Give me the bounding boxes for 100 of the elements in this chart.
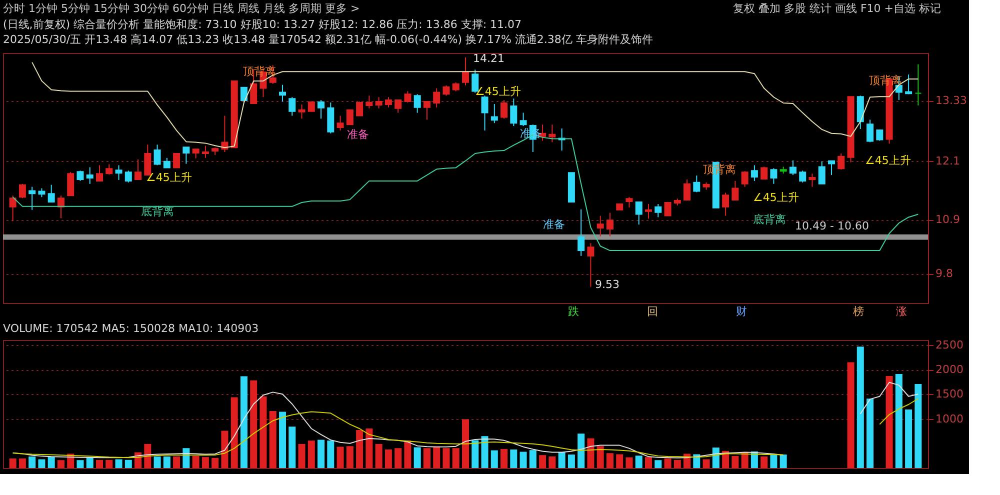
bar	[558, 452, 566, 468]
candlestick	[770, 168, 778, 184]
bar	[173, 456, 180, 468]
bar	[336, 446, 344, 468]
candlestick	[414, 94, 421, 114]
annotation: ∠45上升	[475, 85, 521, 98]
candlestick	[366, 95, 373, 109]
bar	[366, 428, 373, 468]
bar	[346, 446, 354, 468]
candlestick	[760, 166, 768, 180]
candlestick	[606, 212, 614, 237]
bar	[866, 398, 874, 468]
bar	[327, 440, 334, 468]
text: 财	[736, 305, 747, 318]
candlestick	[288, 96, 296, 116]
text: 榜	[853, 305, 864, 318]
bar	[664, 458, 672, 468]
bar	[57, 460, 64, 468]
candlestick	[384, 96, 392, 108]
bar	[548, 456, 556, 468]
candlestick	[308, 102, 315, 112]
bar	[895, 374, 902, 468]
candlestick	[578, 208, 585, 256]
candlestick	[28, 186, 36, 210]
bar	[279, 412, 286, 468]
bar	[269, 410, 276, 468]
candlestick	[182, 146, 190, 164]
bar	[115, 459, 122, 468]
candlestick	[394, 100, 402, 114]
bar	[356, 430, 364, 468]
candlestick	[154, 144, 161, 166]
bar	[568, 454, 575, 468]
annotation: 准备	[543, 218, 565, 231]
bar	[423, 448, 430, 468]
bar	[578, 434, 585, 468]
bar	[163, 456, 170, 468]
candlestick	[96, 164, 103, 182]
candlestick	[423, 101, 430, 120]
candlestick	[500, 100, 508, 120]
bar	[847, 362, 854, 468]
bar	[856, 346, 864, 468]
candlestick	[279, 84, 286, 102]
candlestick	[76, 170, 84, 182]
candlestick	[914, 64, 922, 106]
bar	[596, 446, 604, 468]
annotation: 14.21	[473, 52, 504, 65]
candlestick	[318, 100, 325, 120]
candlestick	[106, 164, 113, 176]
candlestick	[163, 157, 170, 168]
bar	[770, 454, 778, 468]
bar	[760, 456, 768, 468]
candlestick	[134, 158, 142, 180]
bar	[28, 456, 36, 468]
bar	[674, 460, 681, 468]
bar	[9, 458, 16, 468]
bar	[481, 436, 488, 468]
candlestick	[481, 95, 488, 131]
candlestick	[818, 160, 826, 184]
bar	[472, 440, 479, 468]
candlestick	[48, 184, 55, 203]
bar	[702, 459, 710, 468]
annotation: ∠45上升	[865, 154, 911, 167]
y-tick-label: 10.9	[936, 213, 960, 226]
bar	[635, 456, 642, 468]
candlestick	[115, 164, 122, 180]
bar	[616, 454, 624, 468]
bar	[230, 397, 238, 468]
text: 分时 1分钟 5分钟 15分钟 30分钟 60分钟 日线 周线 月线 多周期 更多 >	[3, 2, 360, 15]
candlestick	[645, 203, 652, 220]
bar	[510, 449, 518, 468]
y-tick-label: 12.1	[936, 154, 960, 168]
bar	[124, 460, 132, 468]
text: 涨	[896, 305, 907, 318]
candlestick	[240, 86, 248, 104]
bar	[384, 449, 392, 468]
candlestick	[799, 170, 806, 183]
bar	[645, 457, 652, 468]
bar	[375, 444, 382, 468]
bar	[288, 426, 296, 468]
bar	[626, 457, 633, 468]
bar	[442, 448, 450, 468]
bar	[221, 430, 228, 468]
candlestick	[510, 98, 518, 127]
text: 复权 叠加 多股 统计 画线 F10 +自选 标记	[733, 2, 942, 15]
candlestick	[202, 145, 209, 158]
bar	[318, 440, 325, 468]
annotation: ∠45上升	[753, 191, 799, 204]
bar	[500, 448, 508, 468]
candlestick	[173, 152, 180, 168]
annotation: ∠45上升	[146, 171, 192, 184]
candlestick	[86, 166, 94, 184]
y-tick-label: 1000	[936, 412, 964, 426]
annotation: 准备	[347, 128, 369, 141]
y-tick-label: 13.33	[936, 94, 967, 108]
candlestick	[732, 180, 739, 201]
candlestick	[838, 152, 845, 170]
bar	[722, 450, 730, 468]
bar	[886, 376, 893, 468]
bar	[144, 444, 152, 468]
bar	[260, 396, 267, 468]
